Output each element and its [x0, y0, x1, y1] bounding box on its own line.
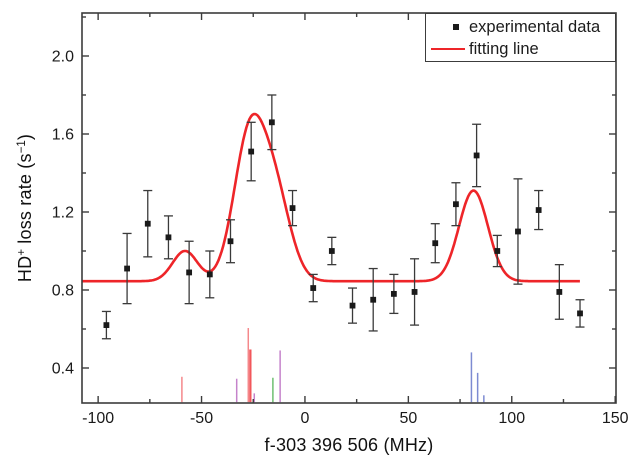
data-point — [577, 310, 583, 317]
x-tick-label: -50 — [190, 410, 213, 427]
error-bars — [101, 94, 585, 340]
data-point — [515, 228, 521, 235]
data-point — [411, 289, 418, 295]
x-tick-label: 50 — [399, 410, 417, 427]
data-point — [103, 322, 110, 328]
legend-label-experimental: experimental data — [469, 17, 601, 36]
data-point — [165, 234, 172, 241]
x-tick-label: 150 — [602, 410, 629, 427]
y-label-sup-minus1: −1 — [15, 140, 28, 154]
data-point — [186, 269, 193, 276]
x-tick-label: 0 — [300, 410, 309, 427]
x-tick-label: -100 — [82, 410, 114, 427]
y-label-sup-plus: + — [15, 248, 28, 256]
legend-row-experimental: experimental data — [426, 16, 615, 38]
data-point — [328, 248, 335, 254]
y-tick-label: 0.4 — [52, 360, 74, 377]
data-point — [227, 238, 234, 245]
x-tick-label: 100 — [498, 410, 525, 427]
data-point — [289, 205, 296, 211]
legend: experimental data fitting line — [425, 13, 616, 62]
x-axis-label: f-303 396 506 (MHz) — [264, 435, 434, 455]
data-point — [206, 271, 213, 278]
data-point — [453, 201, 459, 208]
data-point — [248, 148, 255, 155]
y-axis-label: HD+ loss rate (s−1) — [15, 58, 39, 358]
data-point — [370, 296, 377, 303]
transition-sticks — [181, 328, 485, 403]
y-tick-label: 1.6 — [52, 126, 74, 143]
data-point — [144, 220, 151, 227]
data-point — [349, 302, 356, 309]
y-label-mid: loss rate (s — [15, 153, 35, 249]
data-point — [494, 248, 501, 254]
legend-row-fitting: fitting line — [426, 38, 615, 60]
line-marker-icon — [431, 48, 465, 50]
data-point — [310, 285, 317, 291]
tick-labels: -100 -50 0 50 100 150 0.4 0.8 1.2 1.6 2.0 — [52, 48, 629, 427]
data-point — [535, 207, 542, 213]
legend-marker-slot — [426, 48, 469, 50]
fit-line — [82, 112, 580, 283]
legend-label-fitting: fitting line — [469, 39, 539, 58]
data-point — [124, 265, 130, 272]
y-tick-label: 0.8 — [52, 282, 74, 299]
y-tick-label: 1.2 — [52, 204, 74, 221]
data-point — [432, 240, 439, 247]
y-tick-label: 2.0 — [52, 48, 74, 65]
plot-frame — [81, 12, 617, 404]
data-point — [473, 152, 480, 159]
y-label-pre: HD — [15, 255, 35, 283]
square-marker-icon — [453, 24, 459, 30]
data-point — [390, 290, 397, 297]
data-point — [556, 289, 563, 295]
data-points — [103, 119, 583, 328]
data-point — [268, 119, 275, 126]
legend-marker-slot — [426, 24, 469, 30]
